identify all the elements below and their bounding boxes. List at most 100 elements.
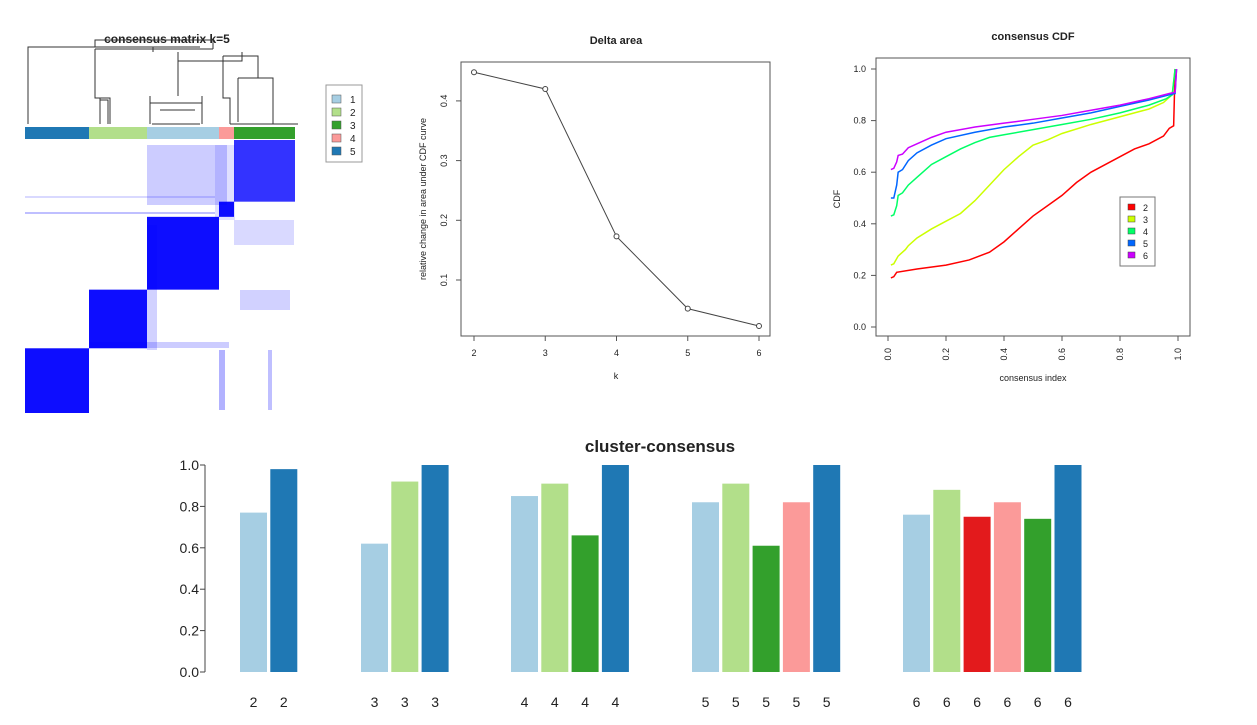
delta-point-k6 (756, 322, 762, 329)
dendrogram-branch (94, 39, 214, 49)
bar-label: 5 (823, 694, 831, 710)
annotation-cluster-5 (25, 127, 89, 139)
legend-label: 5 (1143, 239, 1148, 249)
legend-swatch-5 (1127, 239, 1136, 247)
legend-label: 2 (350, 108, 356, 119)
delta-point-k5 (684, 305, 691, 312)
plot-frame (460, 61, 771, 337)
bar-k6-4 (993, 502, 1021, 672)
legend-swatch-3 (331, 120, 342, 130)
x-tick-label: 6 (756, 348, 761, 358)
y-tick-label: 0.1 (439, 274, 449, 287)
bar-k6-3 (963, 516, 991, 672)
annotation-cluster-1 (147, 127, 219, 139)
legend-swatch-2 (1127, 203, 1136, 211)
legend-swatch-4 (1127, 227, 1136, 235)
dendrogram-branch (27, 46, 153, 124)
cdf-legend: 2 3 4 5 6 (1119, 196, 1156, 267)
bar-k4-2 (541, 483, 569, 672)
cluster-consensus-panel: cluster-consensus 0.0 0.2 0.4 0.6 0.8 1.0 2 2 3… (180, 437, 1082, 710)
x-axis-label: k (614, 371, 619, 381)
cdf-curve-k4 (890, 68, 1176, 217)
delta-point-k2 (471, 69, 477, 76)
x-tick-label: 0.8 (1115, 348, 1125, 361)
y-axis-label: relative change in area under CDF curve (418, 118, 428, 280)
consensus-noise (25, 196, 215, 198)
heatmap-title: consensus matrix k=5 (104, 32, 230, 46)
bar-k5-2 (722, 483, 750, 672)
consensus-block-3 (234, 140, 295, 202)
bar-k4-4 (601, 465, 629, 672)
y-tick-label: 0.4 (853, 219, 866, 229)
legend-swatch-4 (331, 133, 342, 143)
consensus-noise (219, 350, 225, 410)
bar-k4-3 (571, 535, 599, 672)
bar-k6-6 (1054, 465, 1082, 672)
dendrogram-branch (149, 96, 203, 104)
x-tick-label: 1.0 (1173, 348, 1183, 361)
y-tick-label: 0.6 (853, 167, 866, 177)
cluster-consensus-title: cluster-consensus (585, 437, 735, 456)
bar-k6-5 (1024, 518, 1052, 672)
legend-label: 4 (350, 134, 356, 145)
consensus-noise (268, 350, 272, 410)
x-tick-label: 3 (543, 348, 548, 358)
legend-swatch-3 (1127, 215, 1136, 223)
dendrogram-branch (94, 49, 111, 124)
consensus-noise (215, 145, 235, 220)
consensus-noise (89, 342, 229, 348)
bar-label: 2 (280, 694, 288, 710)
bar-k5-5 (813, 465, 841, 672)
y-tick-label: 0.2 (439, 214, 449, 227)
plot-frame (875, 57, 1191, 337)
bar-label: 4 (612, 694, 620, 710)
x-tick-label: 0.4 (999, 348, 1009, 361)
x-tick-label: 4 (614, 348, 619, 358)
legend-label: 2 (1143, 203, 1148, 213)
bar-label: 4 (581, 694, 589, 710)
y-tick-label: 0.2 (853, 270, 866, 280)
bar-k6-2 (933, 489, 961, 672)
y-axis-label: CDF (832, 189, 842, 208)
consensus-noise (147, 145, 227, 205)
bar-label: 5 (702, 694, 710, 710)
bar-label: 6 (1064, 694, 1072, 710)
consensus-noise (147, 225, 157, 350)
cdf-title: consensus CDF (991, 31, 1074, 43)
bar-label: 6 (1034, 694, 1042, 710)
bar-label: 3 (431, 694, 439, 710)
consensus-noise (234, 220, 294, 245)
x-tick-label: 2 (471, 348, 476, 358)
bar-label: 4 (521, 694, 529, 710)
legend-label: 6 (1143, 251, 1148, 261)
y-tick-label: 0.8 (180, 498, 200, 514)
legend-label: 3 (1143, 215, 1148, 225)
bar-k4-1 (511, 496, 538, 672)
cdf-curve-k3 (890, 68, 1176, 266)
annotation-cluster-3 (234, 127, 295, 139)
consensus-noise (25, 212, 215, 214)
delta-area-title: Delta area (590, 35, 643, 47)
y-tick-label: 1.0 (853, 64, 866, 74)
y-tick-label: 0.2 (180, 623, 200, 639)
bar-label: 6 (1004, 694, 1012, 710)
cdf-curve-k2 (890, 68, 1176, 279)
bar-label: 3 (401, 694, 409, 710)
y-tick-label: 0.0 (853, 322, 866, 332)
bar-k2-1 (240, 512, 267, 672)
consensus-block-2 (89, 289, 147, 349)
bar-label: 5 (793, 694, 801, 710)
bar-label: 6 (943, 694, 951, 710)
x-tick-label: 0.0 (883, 348, 893, 361)
legend-swatch-6 (1127, 251, 1136, 259)
bar-label: 2 (250, 694, 258, 710)
bar-k5-3 (752, 545, 780, 672)
delta-area-line (473, 71, 760, 327)
consensus-cdf-panel: consensus CDF consensus index CDF 0.0 0.2… (832, 31, 1191, 383)
delta-point-k4 (613, 233, 620, 240)
dendrogram (27, 39, 298, 125)
bar-label: 5 (762, 694, 770, 710)
y-tick-label: 0.6 (180, 540, 200, 556)
bar-k3-3 (421, 465, 449, 672)
